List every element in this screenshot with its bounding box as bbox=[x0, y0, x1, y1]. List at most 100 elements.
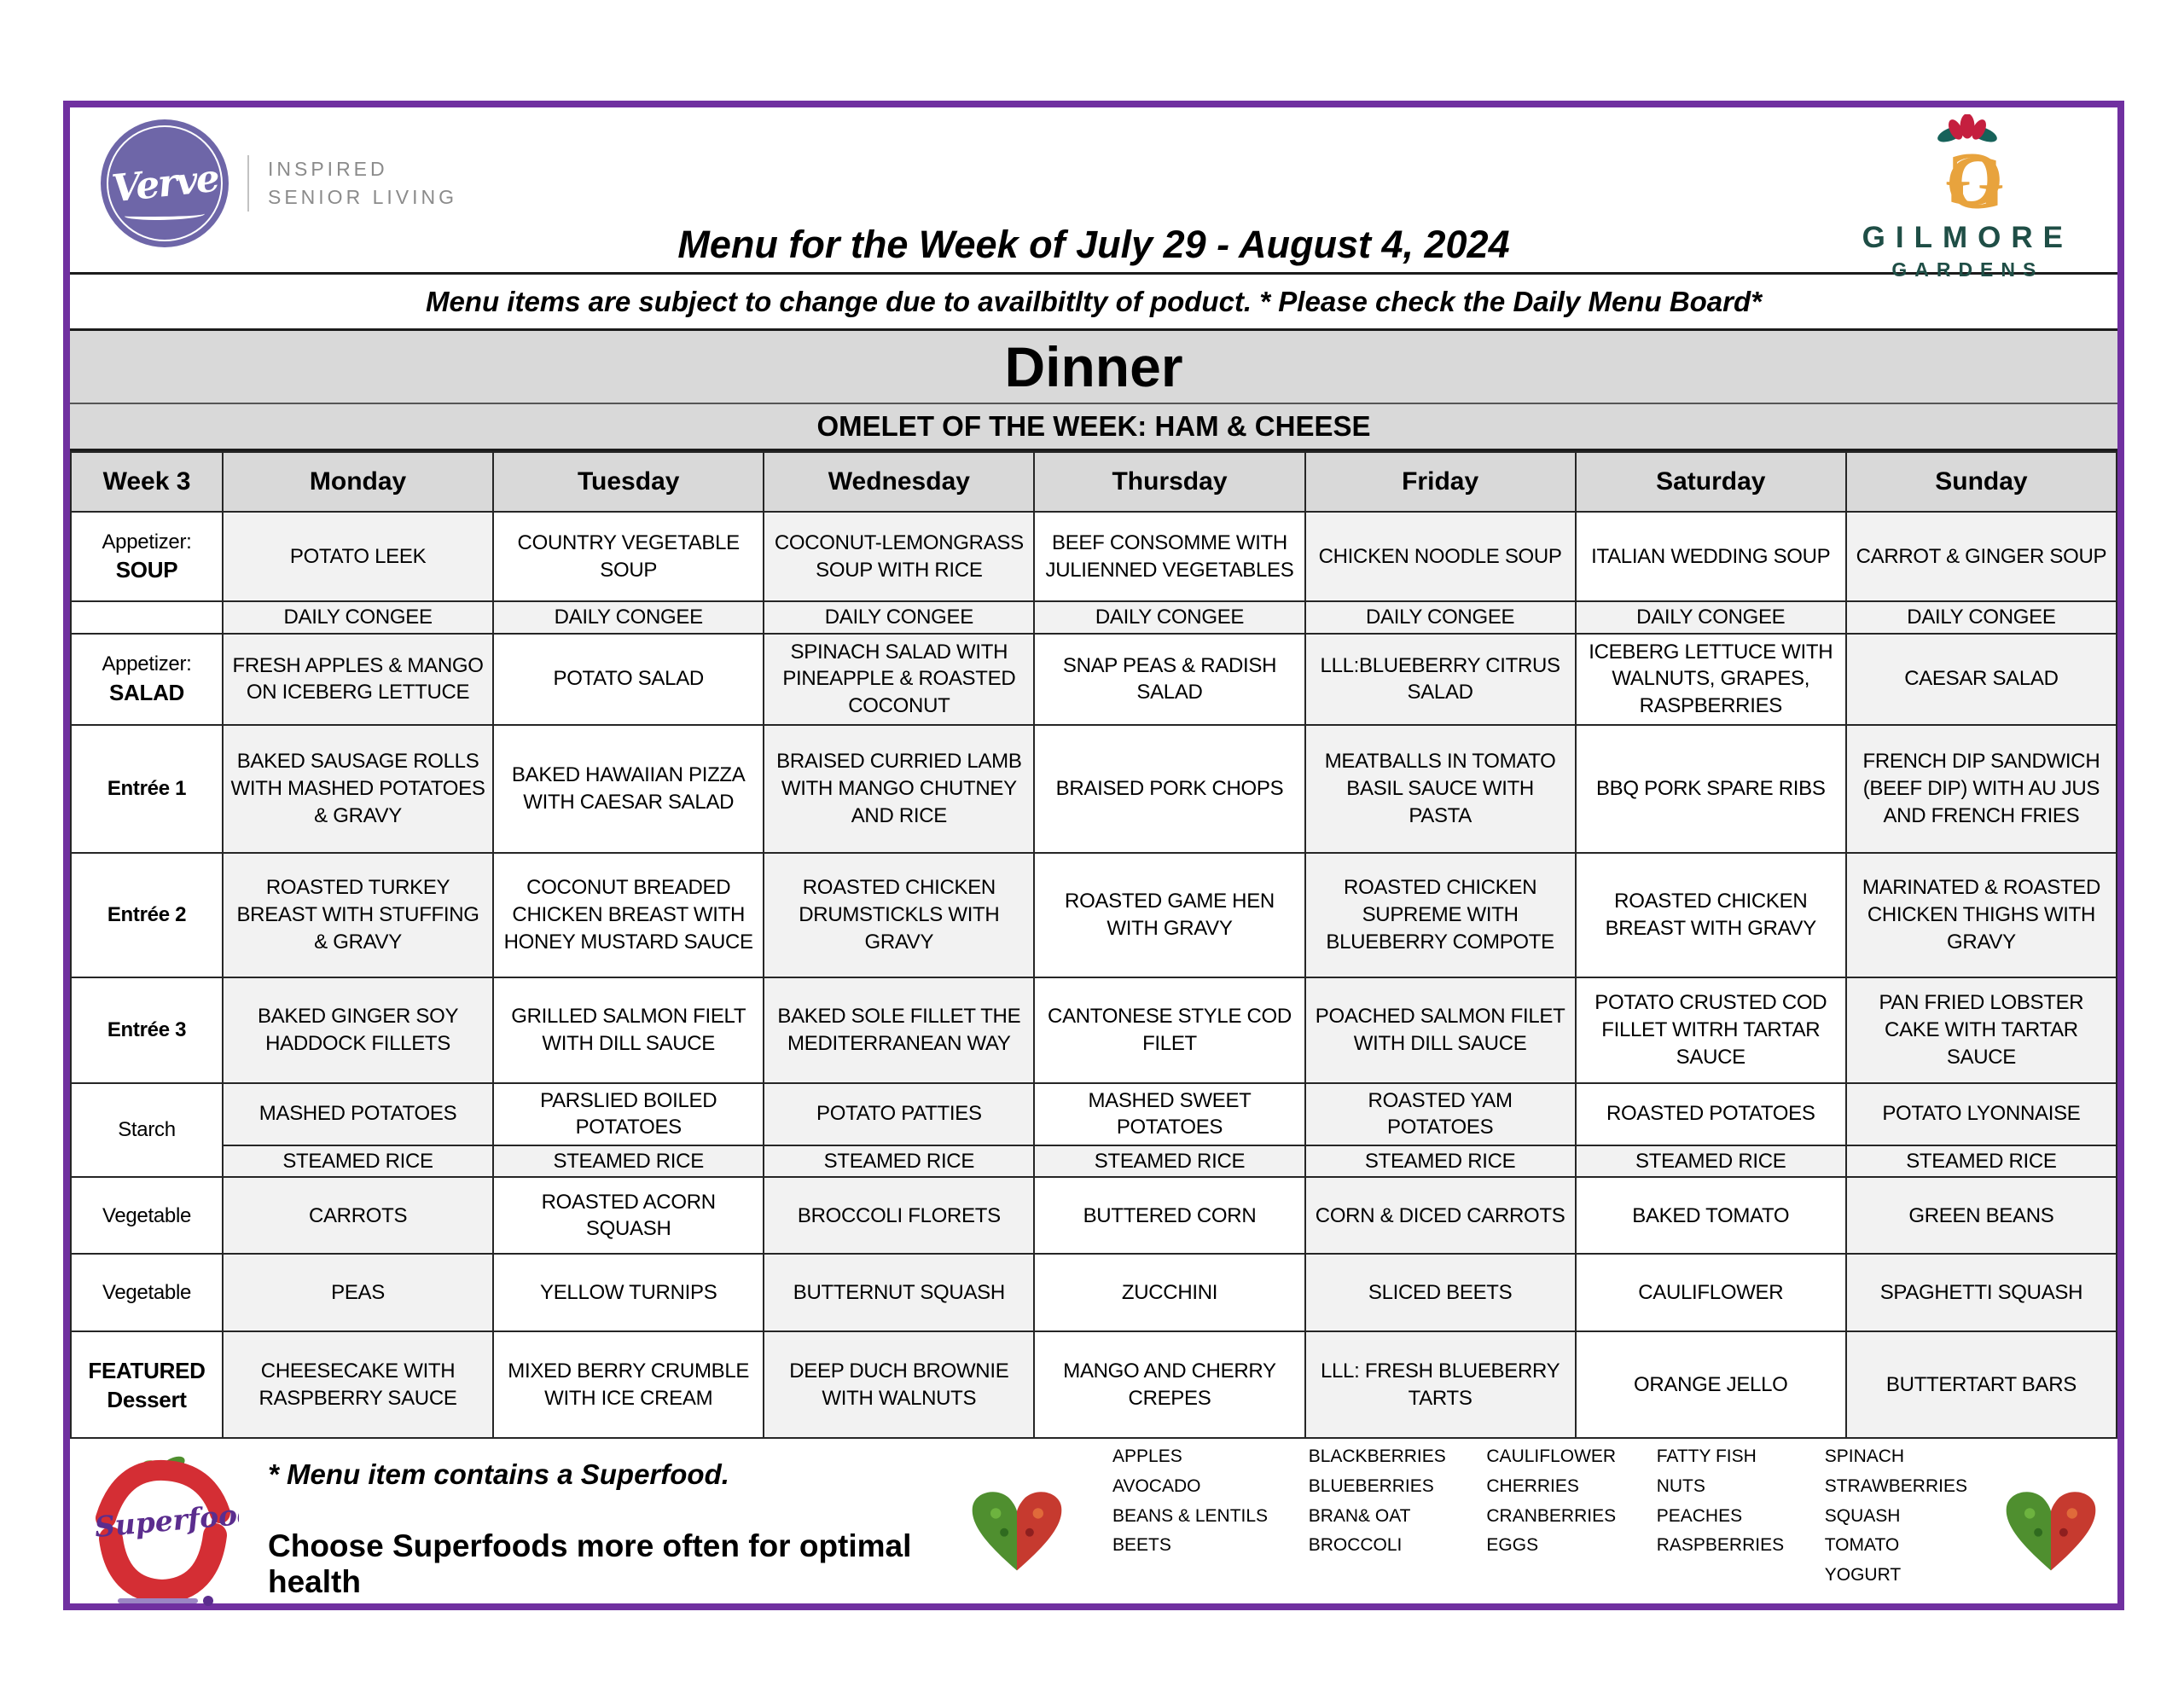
verve-tagline: INSPIRED SENIOR LIVING bbox=[247, 154, 457, 212]
superfoods-notes: * Menu item contains a Superfood. Choose… bbox=[239, 1458, 964, 1600]
menu-table: Week 3 Monday Tuesday Wednesday Thursday… bbox=[70, 451, 2118, 1440]
verve-logo: Verve INSPIRED SENIOR LIVING bbox=[101, 119, 457, 247]
menu-cell: SLICED BEETS bbox=[1304, 1253, 1577, 1333]
superfood-item: BROCCOLI bbox=[1308, 1535, 1403, 1556]
menu-cell: CHICKEN NOODLE SOUP bbox=[1304, 511, 1577, 602]
menu-cell: STEAMED RICE bbox=[763, 1144, 1036, 1179]
menu-cell: BUTTERED CORN bbox=[1033, 1176, 1306, 1255]
svg-text:G: G bbox=[1945, 137, 2004, 215]
menu-cell: DAILY CONGEE bbox=[1304, 600, 1577, 635]
menu-cell: FRESH APPLES & MANGO ON ICEBERG LETTUCE bbox=[221, 632, 495, 726]
page-title: Menu for the Week of July 29 - August 4,… bbox=[677, 223, 1510, 266]
row-label-entree2: Entrée 2 bbox=[70, 851, 224, 978]
menu-cell: ROASTED CHICKEN SUPREME WITH BLUEBERRY C… bbox=[1304, 851, 1577, 978]
superfoods-column-2: BLACKBERRIES BLUEBERRIES BRAN& OAT BROCC… bbox=[1309, 1442, 1446, 1590]
menu-cell: ZUCCHINI bbox=[1033, 1253, 1306, 1333]
row-label-salad: Appetizer: SALAD bbox=[70, 632, 224, 726]
menu-cell: LLL: FRESH BLUEBERRY TARTS bbox=[1304, 1330, 1577, 1440]
menu-cell: MARINATED & ROASTED CHICKEN THIGHS WITH … bbox=[1844, 851, 2118, 978]
day-header-monday: Monday bbox=[221, 451, 495, 513]
superfood-item: APPLES bbox=[1112, 1446, 1182, 1467]
row-label-entree1: Entrée 1 bbox=[70, 723, 224, 854]
salad-row: Appetizer: SALAD FRESH APPLES & MANGO ON… bbox=[70, 632, 2118, 726]
menu-cell: CORN & DICED CARROTS bbox=[1304, 1176, 1577, 1255]
veggie-heart-icon bbox=[2006, 1492, 2096, 1571]
verve-logo-icon: Verve bbox=[101, 119, 229, 247]
menu-cell: CANTONESE STYLE COD FILET bbox=[1033, 976, 1306, 1084]
menu-cell: POTATO LEEK bbox=[221, 511, 495, 602]
menu-cell: DAILY CONGEE bbox=[1033, 600, 1306, 635]
superfood-item: BRAN& OAT bbox=[1308, 1505, 1411, 1526]
menu-cell: ROASTED CHICKEN DRUMSTICKLS WITH GRAVY bbox=[763, 851, 1036, 978]
masthead: Verve INSPIRED SENIOR LIVING G G GILMORE bbox=[70, 107, 2117, 281]
menu-cell: BRAISED CURRIED LAMB WITH MANGO CHUTNEY … bbox=[763, 723, 1036, 854]
superfood-item: CRANBERRIES bbox=[1486, 1505, 1617, 1526]
superfood-item: TOMATO bbox=[1824, 1535, 1900, 1556]
menu-cell: CARROTS bbox=[221, 1176, 495, 1255]
superfood-item: STRAWBERRIES bbox=[1824, 1475, 1967, 1496]
menu-cell: BAKED TOMATO bbox=[1574, 1176, 1847, 1255]
menu-cell: ICEBERG LETTUCE WITH WALNUTS, GRAPES, RA… bbox=[1574, 632, 1847, 726]
menu-cell: STEAMED RICE bbox=[492, 1144, 765, 1179]
superfood-item: BLACKBERRIES bbox=[1308, 1446, 1446, 1467]
menu-cell: BAKED GINGER SOY HADDOCK FILLETS bbox=[221, 976, 495, 1084]
menu-cell: STEAMED RICE bbox=[1304, 1144, 1577, 1179]
menu-cell: DAILY CONGEE bbox=[1844, 600, 2118, 635]
menu-cell: YELLOW TURNIPS bbox=[492, 1253, 765, 1333]
menu-cell: POTATO LYONNAISE bbox=[1844, 1081, 2118, 1146]
verve-tagline-line2: SENIOR LIVING bbox=[268, 186, 457, 208]
menu-cell: PAN FRIED LOBSTER CAKE WITH TARTAR SAUCE bbox=[1844, 976, 2118, 1084]
superfood-item: EGGS bbox=[1486, 1535, 1539, 1556]
dessert-row: FEATURED Dessert CHEESECAKE WITH RASPBER… bbox=[70, 1330, 2118, 1440]
menu-cell: POACHED SALMON FILET WITH DILL SAUCE bbox=[1304, 976, 1577, 1084]
day-header-friday: Friday bbox=[1304, 451, 1577, 513]
superfood-item: BEETS bbox=[1112, 1535, 1171, 1556]
row-label-starch: Starch bbox=[70, 1081, 224, 1179]
menu-cell: POTATO CRUSTED COD FILLET WITRH TARTAR S… bbox=[1574, 976, 1847, 1084]
menu-cell: STEAMED RICE bbox=[1033, 1144, 1306, 1179]
menu-cell: STEAMED RICE bbox=[1574, 1144, 1847, 1179]
superfood-item: PEACHES bbox=[1656, 1505, 1743, 1526]
menu-cell: POTATO PATTIES bbox=[763, 1081, 1036, 1146]
superfood-item: AVOCADO bbox=[1112, 1475, 1201, 1496]
menu-cell: COCONUT BREADED CHICKEN BREAST WITH HONE… bbox=[492, 851, 765, 978]
menu-cell: BEEF CONSOMME WITH JULIENNED VEGETABLES bbox=[1033, 511, 1306, 602]
menu-cell: BBQ PORK SPARE RIBS bbox=[1574, 723, 1847, 854]
row-label-empty bbox=[70, 600, 224, 635]
vegetable2-row: Vegetable PEAS YELLOW TURNIPS BUTTERNUT … bbox=[70, 1253, 2118, 1333]
superfood-item: SPINACH bbox=[1824, 1446, 1905, 1467]
superfoods-column-4: FATTY FISH NUTS PEACHES RASPBERRIES bbox=[1657, 1442, 1784, 1590]
superfood-choose-note: Choose Superfoods more often for optimal… bbox=[268, 1528, 912, 1599]
menu-cell: ROASTED ACORN SQUASH bbox=[492, 1176, 765, 1255]
superfood-item: BLUEBERRIES bbox=[1308, 1475, 1434, 1496]
menu-cell: GRILLED SALMON FIELT WITH DILL SAUCE bbox=[492, 976, 765, 1084]
day-header-saturday: Saturday bbox=[1574, 451, 1847, 513]
row-label-vegetable2: Vegetable bbox=[70, 1253, 224, 1333]
superfoods-column-1: APPLES AVOCADO BEANS & LENTILS BEETS bbox=[1112, 1442, 1268, 1590]
superfood-item: SQUASH bbox=[1824, 1505, 1901, 1526]
superfoods-column-5: SPINACH STRAWBERRIES SQUASH TOMATO YOGUR… bbox=[1825, 1442, 1967, 1590]
day-header-tuesday: Tuesday bbox=[492, 451, 765, 513]
verve-swoosh-icon bbox=[125, 210, 205, 220]
row-label-vegetable1: Vegetable bbox=[70, 1176, 224, 1255]
superfoods-footer: Superfoods * Menu item contains a Superf… bbox=[70, 1439, 2117, 1619]
menu-cell: CAESAR SALAD bbox=[1844, 632, 2118, 726]
menu-cell: SPAGHETTI SQUASH bbox=[1844, 1253, 2118, 1333]
svg-text:G: G bbox=[1946, 142, 2005, 215]
meal-title: Dinner bbox=[70, 331, 2117, 404]
menu-cell: DAILY CONGEE bbox=[492, 600, 765, 635]
congee-row: DAILY CONGEE DAILY CONGEE DAILY CONGEE D… bbox=[70, 600, 2118, 635]
menu-cell: DAILY CONGEE bbox=[221, 600, 495, 635]
verve-tagline-line1: INSPIRED bbox=[268, 157, 388, 180]
menu-cell: FRENCH DIP SANDWICH (BEEF DIP) WITH AU J… bbox=[1844, 723, 2118, 854]
gilmore-sub: GARDENS bbox=[1891, 258, 2044, 281]
vegetable1-row: Vegetable CARROTS ROASTED ACORN SQUASH B… bbox=[70, 1176, 2118, 1255]
menu-cell: ITALIAN WEDDING SOUP bbox=[1574, 511, 1847, 602]
menu-cell: DEEP DUCH BROWNIE WITH WALNUTS bbox=[763, 1330, 1036, 1440]
menu-cell: SPINACH SALAD WITH PINEAPPLE & ROASTED C… bbox=[763, 632, 1036, 726]
menu-cell: PARSLIED BOILED POTATOES bbox=[492, 1081, 765, 1146]
menu-cell: CARROT & GINGER SOUP bbox=[1844, 511, 2118, 602]
menu-cell: BAKED SOLE FILLET THE MEDITERRANEAN WAY bbox=[763, 976, 1036, 1084]
row-label-dessert: FEATURED Dessert bbox=[70, 1330, 224, 1440]
menu-cell: SNAP PEAS & RADISH SALAD bbox=[1033, 632, 1306, 726]
